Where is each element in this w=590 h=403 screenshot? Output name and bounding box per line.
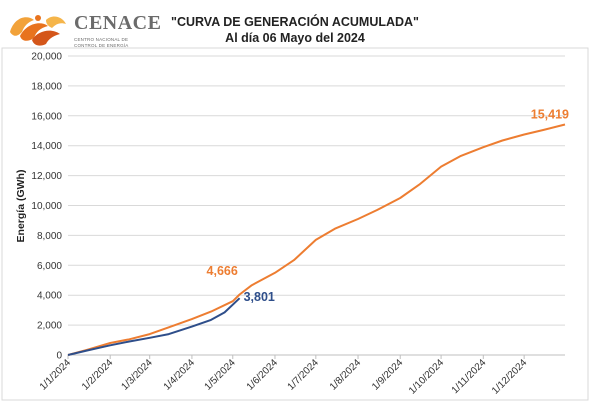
series-line-2 [67, 297, 241, 356]
chart-subtitle: Al día 06 Mayo del 2024 [225, 31, 365, 45]
logo-wordmark: CENACE [74, 12, 162, 34]
x-tick-label: 1/7/2024 [286, 357, 322, 393]
x-tick-label: 1/9/2024 [370, 357, 406, 393]
data-label: 15,419 [531, 107, 569, 121]
x-tick-label: 1/3/2024 [120, 357, 156, 393]
series-lines [67, 123, 566, 356]
data-labels: 4,666 3,801 15,419 [207, 107, 570, 304]
chart-border [1, 47, 589, 401]
data-label: 3,801 [244, 290, 275, 304]
x-tick-label: 1/4/2024 [162, 357, 198, 393]
y-axis-label: Energía (GWh) [15, 170, 27, 243]
y-tick-label: 0 [56, 351, 62, 362]
y-tick-label: 14,000 [31, 141, 62, 152]
y-tick-label: 20,000 [31, 52, 62, 63]
y-axis-ticks: 0 2,000 4,000 6,000 8,000 10,000 12,000 14,000 1… [31, 52, 62, 362]
y-tick-label: 6,000 [37, 261, 62, 272]
grid-lines [68, 55, 565, 326]
y-tick-label: 16,000 [31, 111, 62, 122]
chart-title-block: "CURVA DE GENERACIÓN ACUMULADA" Al día 0… [160, 14, 430, 46]
x-axis-ticks: 1/1/2024 1/2/2024 1/3/2024 1/4/2024 1/5/2024… [38, 355, 530, 397]
y-tick-label: 8,000 [37, 231, 62, 242]
x-tick-label: 1/8/2024 [328, 357, 364, 393]
x-tick-label: 1/12/2024 [490, 357, 530, 397]
logo-subtitle-line1: CENTRO NACIONAL DE [74, 37, 129, 42]
x-tick-label: 1/11/2024 [450, 357, 489, 396]
y-tick-label: 4,000 [37, 291, 62, 302]
cenace-logo: CENACE CENTRO NACIONAL DE CONTROL DE ENE… [8, 8, 168, 52]
y-tick-label: 12,000 [31, 171, 62, 182]
x-tick-label: 1/1/2024 [38, 357, 74, 393]
cenace-emblem-icon [10, 15, 66, 46]
logo-subtitle-line2: CONTROL DE ENERGÍA [74, 43, 129, 48]
x-tick-label: 1/2/2024 [80, 357, 116, 393]
y-tick-label: 2,000 [37, 321, 62, 332]
x-tick-label: 1/6/2024 [245, 357, 281, 393]
y-tick-label: 10,000 [31, 201, 62, 212]
x-tick-label: 1/10/2024 [407, 357, 447, 397]
y-tick-label: 18,000 [31, 81, 62, 92]
x-tick-label: 1/5/2024 [203, 357, 239, 393]
chart-title: "CURVA DE GENERACIÓN ACUMULADA" [171, 15, 419, 29]
data-label: 4,666 [207, 264, 238, 278]
series-line-1 [67, 123, 566, 356]
